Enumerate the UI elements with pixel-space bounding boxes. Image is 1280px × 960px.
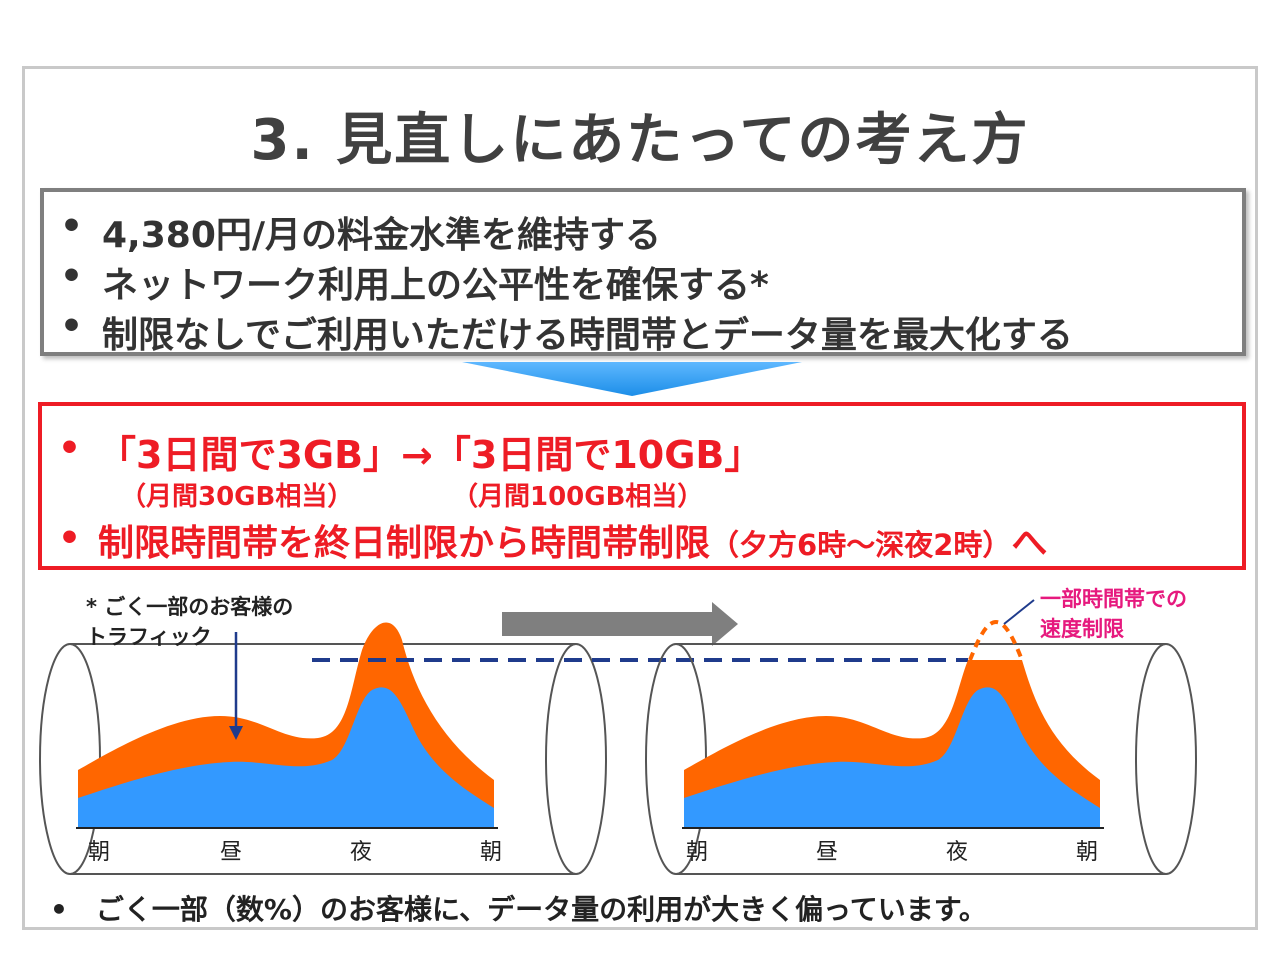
time-restriction-end: へ: [1011, 523, 1048, 564]
throttle-annotation-line2: 速度制限: [1040, 617, 1124, 641]
axis-label-morning: 朝: [686, 840, 709, 865]
principles-box: • 4,380円/月の料金水準を維持する • ネットワーク利用上の公平性を確保す…: [40, 188, 1246, 356]
quota-after-monthly: （月間100GB相当）: [452, 482, 704, 512]
throttled-peak-outline: [968, 619, 1024, 661]
changes-box: • 「3日間で3GB」→「3日間で10GB」 （月間30GB相当） （月間100…: [38, 402, 1246, 570]
axis-label-noon: 昼: [816, 840, 839, 865]
axis-label-morning: 朝: [88, 840, 111, 865]
time-restriction-main: 制限時間帯を終日制限から時間帯制限: [98, 523, 711, 564]
down-arrow: [462, 362, 802, 396]
principle-item-2: ネットワーク利用上の公平性を確保する*: [102, 265, 769, 306]
axis-label-night: 夜: [350, 840, 373, 865]
axis-label-noon: 昼: [220, 840, 243, 865]
bullet: •: [60, 256, 84, 297]
bullet: •: [58, 518, 82, 559]
traffic-annotation: * ごく一部のお客様の トラフィック: [86, 592, 293, 652]
principle-item-1: 4,380円/月の料金水準を維持する: [102, 215, 662, 256]
page-title: 3. 見直しにあたっての考え方: [250, 108, 1030, 173]
footer-note: • ごく一部（数%）のお客様に、データ量の利用が大きく偏っています。: [50, 893, 987, 926]
all-user-traffic-left: [78, 687, 494, 828]
axis-label-morning: 朝: [1076, 840, 1099, 865]
bullet: •: [60, 206, 84, 247]
throttle-pointer: [1003, 599, 1035, 625]
right-arrow: [502, 602, 738, 646]
traffic-annotation-line2: トラフィック: [86, 625, 212, 649]
traffic-annotation-line1: * ごく一部のお客様の: [86, 595, 294, 619]
quota-change-text: 「3日間で3GB」→「3日間で10GB」: [98, 433, 763, 477]
bullet: •: [58, 428, 82, 469]
time-restriction-hours: （夕方6時～深夜2時）: [710, 528, 1012, 562]
slide-frame: [22, 66, 1258, 930]
bullet: •: [60, 306, 84, 347]
principle-item-3: 制限なしでご利用いただける時間帯とデータ量を最大化する: [102, 315, 1073, 356]
axis-label-night: 夜: [946, 840, 969, 865]
time-restriction-text: 制限時間帯を終日制限から時間帯制限（夕方6時～深夜2時）へ: [98, 514, 1047, 566]
throttle-annotation: 一部時間帯での 速度制限: [1040, 584, 1187, 644]
all-user-traffic-right: [684, 687, 1100, 828]
quota-before-monthly: （月間30GB相当）: [120, 482, 354, 512]
throttle-annotation-line1: 一部時間帯での: [1040, 587, 1187, 611]
pipe-right: [645, 643, 1197, 875]
axis-label-morning: 朝: [480, 840, 503, 865]
